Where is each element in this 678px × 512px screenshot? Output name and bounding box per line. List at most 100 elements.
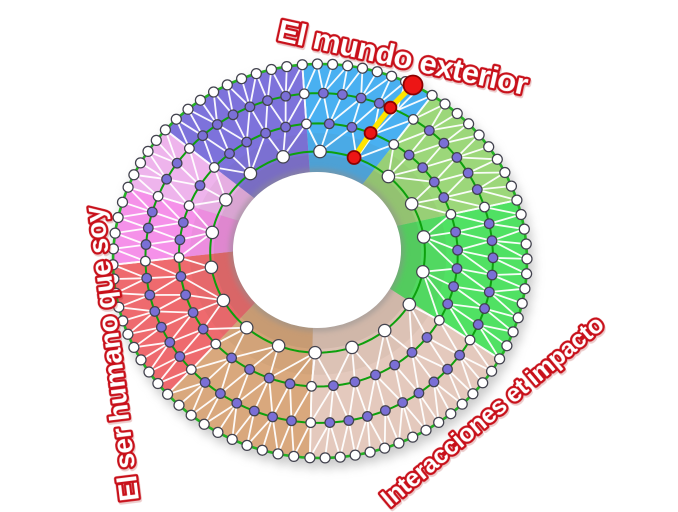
wheel-node[interactable]: [385, 70, 398, 82]
wheel-node[interactable]: [439, 98, 451, 110]
wheel-node[interactable]: [464, 334, 476, 346]
wheel-node[interactable]: [149, 305, 161, 317]
wheel-node[interactable]: [197, 130, 209, 142]
wheel-node[interactable]: [108, 273, 120, 285]
wheel-node[interactable]: [428, 376, 440, 388]
wheel-node[interactable]: [456, 398, 468, 410]
wheel-node[interactable]: [319, 452, 331, 464]
wheel-node[interactable]: [483, 218, 495, 230]
wheel-node[interactable]: [107, 259, 119, 271]
wheel-node[interactable]: [403, 149, 415, 161]
wheel-node[interactable]: [271, 338, 286, 353]
wheel-node[interactable]: [226, 352, 238, 364]
wheel-node[interactable]: [139, 255, 151, 267]
wheel-node[interactable]: [450, 226, 462, 238]
wheel-node[interactable]: [146, 206, 158, 218]
wheel-node[interactable]: [397, 397, 409, 409]
wheel-node[interactable]: [180, 289, 192, 301]
wheel-node[interactable]: [479, 303, 491, 315]
wheel-node[interactable]: [221, 79, 233, 91]
wheel-node[interactable]: [327, 380, 339, 392]
wheel-node[interactable]: [286, 415, 297, 427]
wheel-node[interactable]: [493, 353, 506, 365]
wheel-node[interactable]: [361, 410, 373, 422]
wheel-node[interactable]: [442, 298, 454, 310]
wheel-node[interactable]: [205, 225, 220, 240]
wheel-node[interactable]: [306, 380, 317, 392]
wheel-node[interactable]: [241, 439, 253, 452]
wheel-node[interactable]: [173, 252, 185, 263]
wheel-node[interactable]: [182, 103, 194, 115]
wheel-node[interactable]: [173, 399, 185, 411]
wheel-node[interactable]: [511, 194, 523, 206]
wheel-node[interactable]: [477, 377, 489, 389]
wheel-node[interactable]: [486, 269, 498, 281]
wheel-node[interactable]: [288, 450, 300, 463]
wheel-node[interactable]: [413, 387, 425, 399]
wheel-node[interactable]: [110, 287, 122, 299]
wheel-node[interactable]: [371, 66, 383, 78]
wheel-node[interactable]: [393, 437, 405, 449]
wheel-node[interactable]: [174, 351, 186, 362]
wheel-node[interactable]: [379, 405, 391, 416]
wheel-node[interactable]: [117, 315, 129, 327]
wheel-node[interactable]: [370, 369, 381, 381]
wheel-node[interactable]: [388, 138, 400, 150]
wheel-node[interactable]: [112, 211, 124, 224]
wheel-node[interactable]: [472, 319, 484, 331]
wheel-node[interactable]: [281, 60, 293, 73]
wheel-node[interactable]: [501, 340, 513, 352]
highlight-node[interactable]: [363, 126, 378, 140]
wheel-node[interactable]: [183, 142, 195, 154]
wheel-node[interactable]: [107, 243, 120, 255]
wheel-node[interactable]: [241, 136, 253, 148]
wheel-node[interactable]: [298, 88, 310, 100]
wheel-node[interactable]: [417, 162, 429, 174]
wheel-node[interactable]: [462, 118, 475, 130]
wheel-node[interactable]: [305, 417, 317, 429]
wheel-node[interactable]: [161, 388, 174, 400]
wheel-node[interactable]: [349, 449, 361, 461]
wheel-node[interactable]: [402, 297, 417, 312]
wheel-node[interactable]: [300, 118, 312, 130]
wheel-node[interactable]: [451, 151, 463, 163]
wheel-node[interactable]: [207, 86, 220, 98]
wheel-node[interactable]: [224, 148, 235, 160]
wheel-node[interactable]: [311, 58, 324, 70]
wheel-node[interactable]: [280, 90, 292, 102]
wheel-node[interactable]: [231, 397, 243, 409]
wheel-node[interactable]: [326, 58, 339, 71]
wheel-node[interactable]: [152, 190, 164, 202]
wheel-node[interactable]: [159, 124, 172, 136]
wheel-node[interactable]: [175, 270, 187, 282]
wheel-node[interactable]: [349, 376, 361, 388]
wheel-node[interactable]: [345, 340, 359, 355]
wheel-node[interactable]: [185, 409, 197, 421]
wheel-node[interactable]: [486, 235, 498, 247]
wheel-node[interactable]: [433, 314, 445, 326]
wheel-node[interactable]: [212, 426, 224, 439]
wheel-node[interactable]: [265, 63, 278, 76]
wheel-node[interactable]: [197, 323, 209, 335]
wheel-node[interactable]: [267, 411, 279, 423]
wheel-node[interactable]: [407, 113, 419, 125]
wheel-node[interactable]: [150, 134, 162, 147]
wheel-node[interactable]: [243, 166, 258, 181]
wheel-node[interactable]: [451, 263, 463, 274]
wheel-node[interactable]: [341, 60, 354, 72]
wheel-node[interactable]: [313, 144, 327, 159]
wheel-node[interactable]: [519, 283, 531, 295]
wheel-node[interactable]: [141, 272, 153, 284]
wheel-node[interactable]: [507, 326, 519, 338]
wheel-node[interactable]: [208, 161, 220, 173]
wheel-node[interactable]: [204, 260, 219, 275]
wheel-node[interactable]: [239, 320, 254, 335]
wheel-node[interactable]: [135, 354, 147, 366]
wheel-node[interactable]: [256, 444, 268, 456]
wheel-node[interactable]: [442, 363, 453, 375]
wheel-node[interactable]: [420, 424, 432, 436]
wheel-node[interactable]: [324, 417, 336, 429]
wheel-node[interactable]: [343, 415, 355, 426]
wheel-node[interactable]: [520, 268, 533, 280]
wheel-node[interactable]: [505, 180, 518, 192]
